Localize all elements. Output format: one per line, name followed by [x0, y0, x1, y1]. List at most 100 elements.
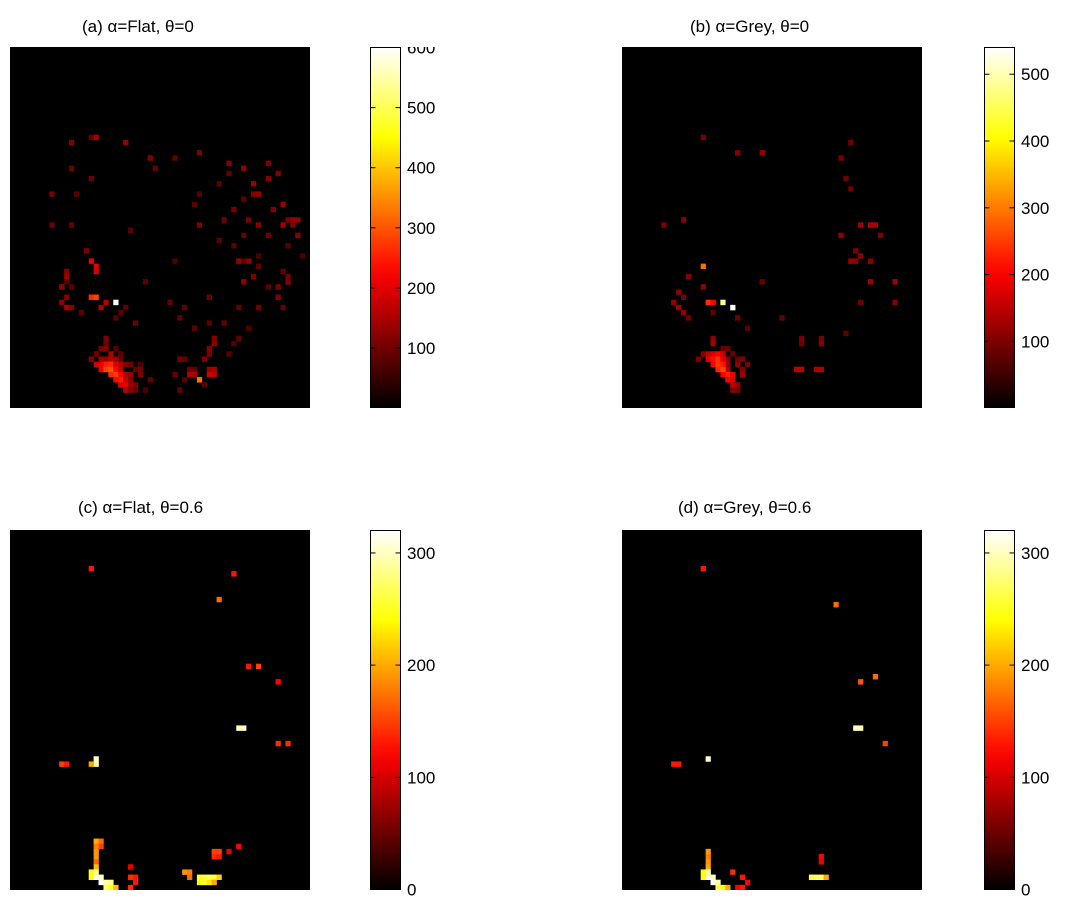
heatmap-cell — [118, 356, 124, 362]
heatmap-cell — [681, 294, 687, 300]
heatmap-cell — [730, 351, 736, 357]
heatmap-cell — [710, 299, 716, 306]
heatmap-cell — [88, 874, 94, 881]
heatmap-cell — [730, 371, 736, 378]
heatmap-cell — [799, 366, 805, 373]
heatmap-cell — [93, 854, 99, 860]
heatmap-cell — [685, 273, 692, 280]
heatmap-cell — [246, 325, 252, 331]
heatmap-cell — [250, 191, 257, 197]
heatmap-cell — [744, 325, 751, 331]
heatmap-cell — [128, 864, 134, 870]
heatmap-cell — [128, 377, 134, 383]
heatmap-cell — [103, 879, 109, 886]
heatmap-cell — [720, 361, 726, 368]
heatmap-cell — [103, 340, 109, 347]
heatmap-cell — [103, 366, 109, 373]
heatmap-cell — [818, 335, 824, 342]
heatmap-cell — [211, 874, 217, 881]
heatmap-cell — [113, 361, 119, 368]
heatmap-cell — [265, 175, 271, 182]
heatmap-cell — [201, 879, 208, 886]
heatmap-cell — [128, 387, 134, 393]
heatmap-cell — [216, 848, 222, 855]
heatmap-cell — [681, 217, 687, 223]
heatmap-cell — [710, 874, 716, 881]
heatmap-cell — [69, 165, 75, 172]
heatmap-cell — [123, 377, 129, 383]
heatmap-cell — [103, 346, 109, 352]
heatmap-cell — [290, 217, 296, 223]
heatmap-cell — [779, 315, 785, 321]
heatmap-cell — [236, 258, 242, 264]
heatmap-cell — [231, 206, 237, 213]
heatmap-cell — [892, 279, 898, 285]
heatmap-cell — [720, 884, 726, 890]
heatmap-cell — [128, 874, 134, 881]
heatmap-cell — [98, 304, 104, 311]
heatmap-cell — [88, 356, 94, 362]
colorbar-gradient — [370, 530, 401, 890]
heatmap-cell — [867, 258, 874, 264]
heatmap-cell — [236, 335, 242, 342]
heatmap-cell — [206, 346, 212, 352]
heatmap-cell — [196, 222, 203, 228]
heatmap-cell — [833, 602, 839, 608]
heatmap-cell — [216, 596, 222, 603]
heatmap-cell — [128, 382, 134, 388]
panel-b-heatmap — [622, 47, 922, 408]
heatmap-cell — [211, 366, 217, 373]
heatmap-cell — [740, 371, 746, 378]
heatmap-cell — [848, 258, 854, 264]
heatmap-cell — [137, 366, 144, 373]
heatmap-cell — [93, 848, 99, 855]
colorbar-tick-label: 300 — [407, 544, 435, 563]
heatmap-cell — [671, 761, 677, 767]
panel-a-heatmap — [10, 47, 310, 408]
heatmap-cell — [103, 299, 109, 306]
heatmap-cell — [172, 371, 178, 378]
heatmap-cell — [705, 859, 711, 865]
heatmap-cell — [211, 854, 217, 860]
heatmap-cell — [211, 340, 217, 347]
heatmap-cell — [275, 284, 281, 290]
colorbar-tick-label: 300 — [1021, 544, 1049, 563]
heatmap-cell — [216, 874, 222, 881]
heatmap-cell — [113, 377, 119, 383]
heatmap-cell — [182, 304, 188, 311]
heatmap-cell — [858, 679, 864, 685]
heatmap-cell — [255, 663, 262, 670]
colorbar-tick-label: 500 — [1021, 65, 1049, 84]
heatmap-cell — [710, 351, 716, 357]
heatmap-cell — [853, 248, 859, 254]
heatmap-cell — [295, 217, 301, 223]
heatmap-cell — [128, 884, 134, 890]
heatmap-cell — [799, 335, 805, 342]
heatmap-cell — [867, 222, 874, 228]
heatmap-cell — [128, 227, 134, 233]
heatmap-cell — [720, 366, 726, 373]
heatmap-cell — [250, 273, 257, 280]
heatmap-cell — [725, 346, 731, 352]
heatmap-cell — [98, 346, 104, 352]
heatmap-cell — [78, 310, 85, 316]
heatmap-cell — [211, 335, 217, 342]
heatmap-cell — [735, 315, 741, 321]
heatmap-cell — [147, 155, 153, 161]
heatmap-cell — [241, 232, 247, 239]
heatmap-cell — [98, 356, 104, 362]
heatmap-cell — [255, 222, 262, 228]
heatmap-cell — [720, 356, 726, 362]
heatmap-cell — [700, 284, 706, 290]
heatmap-cell — [172, 155, 178, 161]
heatmap-cell — [794, 366, 800, 373]
heatmap-cell — [705, 299, 711, 306]
heatmap-cell — [695, 356, 701, 362]
heatmap-cell — [64, 304, 70, 311]
heatmap-cell — [142, 387, 149, 393]
heatmap-cell — [177, 356, 183, 362]
heatmap-cell — [255, 191, 262, 197]
heatmap-cell — [255, 304, 262, 311]
heatmap-cell — [265, 232, 271, 239]
heatmap-cell — [113, 346, 119, 352]
